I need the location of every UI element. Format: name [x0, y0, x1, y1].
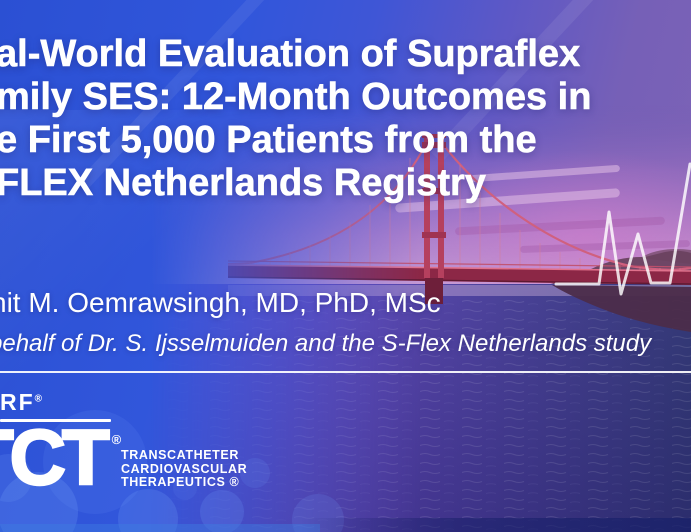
diagonal-light-streaks — [78, 0, 667, 189]
bottom-shadow-band — [300, 518, 691, 532]
suspension-cables — [227, 141, 691, 271]
title-line: al-World Evaluation of Supraflex — [0, 33, 581, 76]
water-graphic — [140, 284, 691, 532]
crf-registered-mark: ® — [34, 393, 43, 405]
crf-underline — [0, 419, 111, 422]
bridge-deck — [227, 260, 691, 285]
decor-bubbles — [0, 410, 344, 532]
reflection-band — [228, 285, 691, 296]
tagline-line: TRANSCATHETER — [121, 448, 239, 462]
on-behalf-credit: behalf of Dr. S. Ijsselmuiden and the S-… — [0, 330, 652, 357]
tct-logo-text: TCT — [0, 413, 111, 501]
bridge-tower — [422, 134, 446, 304]
presenter-name: hit M. Oemrawsingh, MD, PhD, MSc — [0, 287, 441, 318]
golden-gate-bridge-graphic — [227, 134, 691, 304]
tagline-line: CARDIOVASCULAR — [121, 461, 248, 476]
ekg-heartbeat-icon — [554, 162, 691, 296]
tct-logo: TCT® — [0, 417, 121, 513]
title-line: mily SES: 12-Month Outcomes in — [0, 76, 592, 119]
title-line: FLEX Netherlands Registry — [0, 162, 486, 205]
tagline-line: THERAPEUTICS ® — [121, 475, 240, 489]
title-line: e First 5,000 Patients from the — [0, 119, 537, 162]
tct-tagline: TRANSCATHETER CARDIOVASCULAR THERAPEUTIC… — [121, 448, 248, 490]
crf-logo: RF® — [0, 389, 42, 416]
near-hill-graphic — [552, 285, 691, 332]
tct-registered-mark: ® — [111, 432, 122, 447]
slide-title: al-World Evaluation of Supraflex mily SE… — [0, 33, 592, 205]
crf-logo-text: RF — [0, 389, 35, 415]
separator-line — [0, 371, 691, 373]
bottom-left-strip — [0, 524, 320, 532]
